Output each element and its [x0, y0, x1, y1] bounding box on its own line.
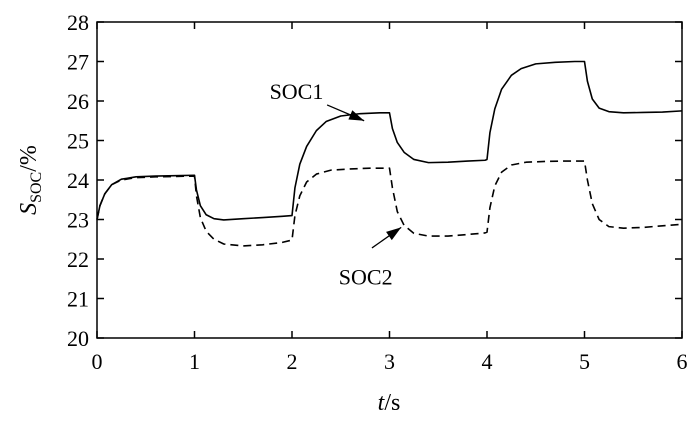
y-axis-label: SSOC/%	[16, 145, 45, 215]
y-axis-label-var: S	[16, 203, 42, 215]
series-layer	[96, 60, 683, 247]
y-tick-label: 26	[67, 89, 89, 114]
y-tick-label: 21	[67, 287, 89, 312]
annotation-label-soc2: SOC2	[339, 265, 393, 290]
y-axis-label-sub: SOC	[28, 172, 45, 203]
series-line-soc1	[96, 60, 683, 221]
y-tick-label: 24	[67, 168, 89, 193]
y-tick-label: 25	[67, 129, 89, 154]
x-tick-label: 3	[384, 349, 395, 374]
x-tick-label: 5	[579, 349, 590, 374]
x-tick-label: 6	[677, 349, 688, 374]
plot-frame	[96, 21, 683, 339]
x-tick-label: 1	[189, 349, 200, 374]
annotation-arrowhead-soc1	[348, 110, 365, 121]
x-axis-label-unit: /s	[384, 390, 400, 416]
y-tick-label: 22	[67, 247, 89, 272]
annotation-layer: SOC1 SOC2	[270, 79, 402, 290]
annotation-arrowhead-soc2	[386, 227, 402, 241]
x-axis-label: t/s	[378, 390, 401, 416]
x-tick-label: 4	[482, 349, 493, 374]
y-tick-label: 20	[67, 326, 89, 351]
y-tick-label: 28	[67, 10, 89, 35]
annotation-label-soc1: SOC1	[270, 79, 324, 104]
x-tick-label: 0	[92, 349, 103, 374]
y-axis-label-unit: /%	[16, 145, 42, 172]
x-tick-label: 2	[287, 349, 298, 374]
y-tick-label: 27	[67, 50, 89, 75]
x-axis-label-var: t	[378, 390, 386, 416]
series-line-soc2	[96, 160, 683, 247]
y-tick-label: 23	[67, 208, 89, 233]
tick-marks	[96, 21, 683, 339]
